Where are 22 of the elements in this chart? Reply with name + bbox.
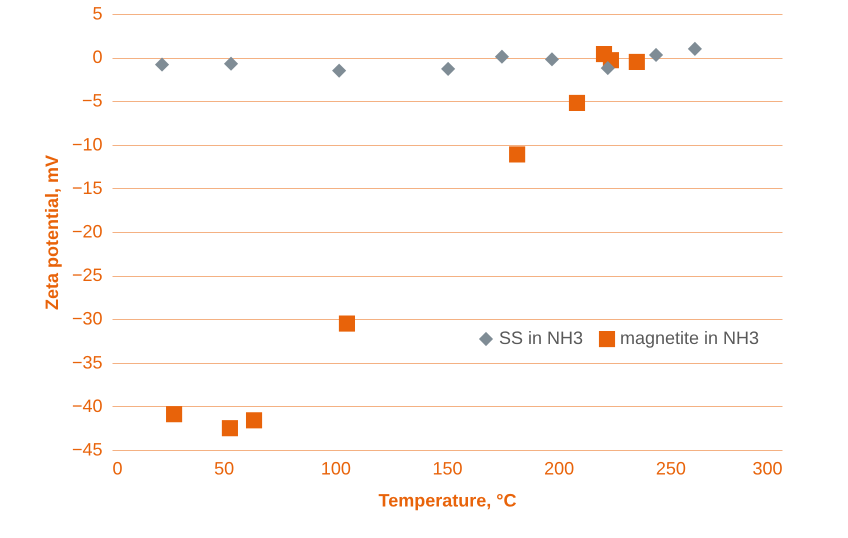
y-tick-label: −25 [72, 265, 102, 286]
x-tick-label: 300 [752, 458, 782, 478]
x-axis-title: Temperature, °C [378, 490, 516, 510]
legend-label: SS in NH3 [499, 328, 584, 348]
y-axis-title: Zeta potential, mV [42, 154, 62, 310]
y-tick-label: −35 [72, 352, 102, 372]
y-tick-label: −5 [82, 90, 102, 111]
y-tick-label: −40 [72, 396, 102, 416]
y-tick-label: −10 [72, 134, 102, 154]
y-tick-label: 5 [92, 4, 102, 24]
x-tick-label: 0 [112, 458, 123, 478]
x-tick-label: 250 [656, 458, 686, 478]
x-tick-label: 150 [432, 458, 463, 478]
y-tick-label: −15 [72, 178, 102, 198]
x-tick-label: 50 [214, 458, 234, 478]
y-tick-label: −30 [72, 308, 102, 329]
legend-label: magnetite in NH3 [620, 328, 760, 348]
x-tick-label: 200 [544, 458, 574, 478]
y-tick-label: −45 [72, 440, 102, 460]
y-tick-label: 0 [92, 47, 102, 68]
y-tick-label: −20 [72, 222, 102, 242]
x-tick-label: 100 [320, 458, 351, 478]
